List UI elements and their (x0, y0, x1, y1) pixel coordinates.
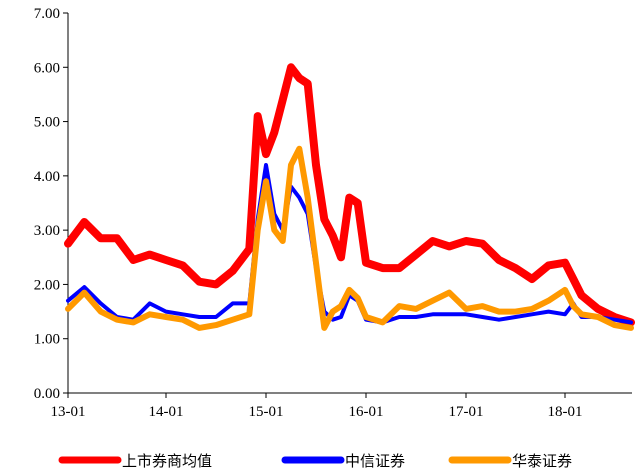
x-tick-label: 17-01 (449, 404, 484, 420)
legend: 上市券商均值 中信证券 华泰证券 (58, 452, 572, 470)
series-lines (64, 63, 635, 331)
series-line-2 (65, 145, 634, 331)
x-tick-label: 18-01 (548, 404, 583, 420)
y-tick-label: 6.00 (34, 60, 60, 76)
axes: 0.00 1.00 2.00 3.00 4.00 5.00 6.00 7.00 13-01 14-… (34, 6, 632, 420)
x-tick-label: 14-01 (149, 404, 184, 420)
series-line-0 (64, 63, 635, 327)
x-tick-label: 15-01 (249, 404, 284, 420)
x-tick-label: 16-01 (349, 404, 384, 420)
series-line-1 (66, 163, 633, 325)
y-tick-label: 5.00 (34, 115, 60, 131)
y-tick-label: 0.00 (34, 386, 60, 402)
y-tick-label: 7.00 (34, 6, 60, 22)
y-tick-label: 1.00 (34, 332, 60, 348)
y-tick-label: 3.00 (34, 223, 60, 239)
legend-label-1: 中信证券 (345, 452, 405, 470)
legend-label-2: 华泰证券 (512, 452, 572, 470)
legend-label-0: 上市券商均值 (122, 452, 212, 470)
y-tick-label: 4.00 (34, 169, 60, 185)
y-tick-label: 2.00 (34, 277, 60, 293)
x-tick-label: 13-01 (51, 404, 86, 420)
